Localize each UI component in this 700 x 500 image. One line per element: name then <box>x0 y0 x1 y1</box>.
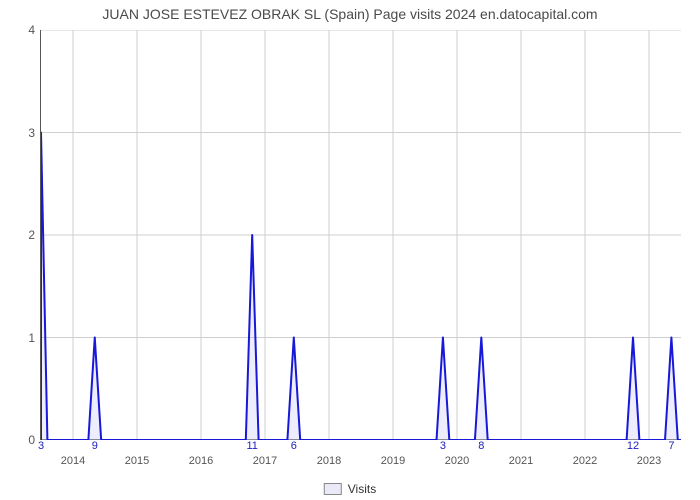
xtick-label: 2016 <box>189 455 213 467</box>
data-point-label: 11 <box>246 440 257 452</box>
ytick-label: 2 <box>28 228 35 242</box>
chart-title: JUAN JOSE ESTEVEZ OBRAK SL (Spain) Page … <box>0 0 700 26</box>
data-point-label: 8 <box>478 440 484 452</box>
legend: Visits <box>324 482 376 496</box>
chart-plot-area: 0123420142015201620172018201920202021202… <box>40 30 680 440</box>
data-point-label: 7 <box>668 440 674 452</box>
ytick-label: 1 <box>28 331 35 345</box>
xtick-label: 2017 <box>253 455 277 467</box>
ytick-label: 3 <box>28 126 35 140</box>
ytick-label: 4 <box>28 23 35 37</box>
data-point-label: 9 <box>92 440 98 452</box>
data-point-label: 6 <box>291 440 297 452</box>
xtick-label: 2019 <box>381 455 405 467</box>
xtick-label: 2014 <box>61 455 85 467</box>
legend-swatch <box>324 483 342 495</box>
xtick-label: 2023 <box>637 455 661 467</box>
legend-label: Visits <box>348 482 376 496</box>
data-point-label: 12 <box>627 440 639 452</box>
xtick-label: 2022 <box>573 455 597 467</box>
chart-svg <box>41 30 681 440</box>
xtick-label: 2021 <box>509 455 533 467</box>
data-point-label: 3 <box>38 440 44 452</box>
xtick-label: 2020 <box>445 455 469 467</box>
ytick-label: 0 <box>28 433 35 447</box>
xtick-label: 2018 <box>317 455 341 467</box>
xtick-label: 2015 <box>125 455 149 467</box>
data-point-label: 3 <box>440 440 446 452</box>
